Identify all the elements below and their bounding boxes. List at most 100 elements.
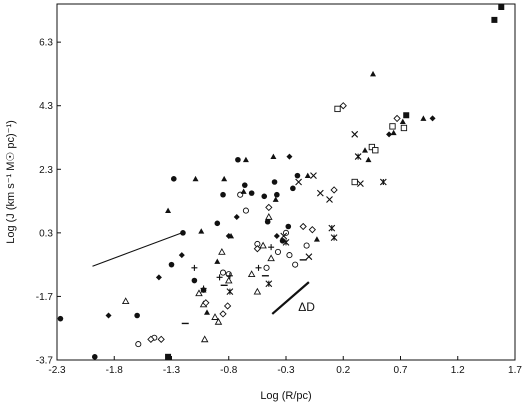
data-point-triangle-filled <box>272 196 279 202</box>
data-point-circle-filled <box>57 315 64 322</box>
x-tick-label: -0.8 <box>220 365 238 376</box>
data-point-circle-filled <box>264 218 271 225</box>
fit-segment <box>92 232 182 267</box>
data-point-triangle-filled <box>370 70 377 77</box>
delta-d-label: ΔD <box>298 300 315 314</box>
data-point-asterisk <box>265 280 273 288</box>
data-point-asterisk <box>354 153 362 160</box>
data-point-asterisk <box>379 178 387 186</box>
data-point-diamond-open <box>299 222 307 231</box>
data-point-circle-filled <box>294 172 301 179</box>
data-point-plus <box>216 274 223 281</box>
data-point-circle-filled <box>134 312 140 319</box>
data-point-asterisk <box>328 224 336 232</box>
data-point-cross-x <box>351 130 359 138</box>
data-point-triangle-filled <box>165 207 172 214</box>
data-point-circle-open <box>242 207 249 214</box>
data-point-triangle-open <box>259 241 267 249</box>
data-point-triangle-filled <box>221 175 228 182</box>
data-point-diamond-open <box>308 226 316 234</box>
x-tick-label: 1.7 <box>508 365 522 376</box>
data-point-triangle-filled <box>390 129 397 136</box>
data-point-cross-x <box>280 232 288 240</box>
data-point-circle-filled <box>180 230 186 236</box>
y-tick-label: 0.3 <box>39 228 53 239</box>
data-point-cross-x <box>316 189 324 197</box>
data-point-circle-filled <box>170 176 177 182</box>
data-point-triangle-filled <box>214 258 221 264</box>
data-point-triangle-open <box>265 213 273 220</box>
data-point-square-open <box>351 178 358 186</box>
data-point-diamond-filled <box>225 233 232 240</box>
data-point-square-open <box>400 124 408 132</box>
data-point-asterisk <box>330 234 338 242</box>
data-point-diamond-open <box>223 302 232 310</box>
data-point-circle-open <box>282 229 290 236</box>
y-tick-label: 6.3 <box>39 38 53 49</box>
data-point-triangle-open <box>195 289 203 297</box>
data-point-circle-filled <box>279 238 286 244</box>
y-axis-label: Log (J (km s⁻¹ M☉ pc)⁻¹) <box>5 120 17 244</box>
data-point-diamond-open <box>393 114 401 123</box>
data-point-triangle-filled <box>242 156 249 163</box>
x-tick-label: 0.2 <box>336 365 350 376</box>
data-point-triangle-filled <box>270 153 277 159</box>
data-point-square-filled <box>498 4 505 10</box>
data-point-diamond-filled <box>233 213 240 220</box>
data-point-cross-x <box>295 178 302 186</box>
data-point-circle-filled <box>191 277 198 284</box>
data-point-diamond-filled <box>429 115 436 122</box>
data-point-square-open <box>334 105 341 113</box>
data-point-diamond-open <box>330 186 338 194</box>
data-point-circle-filled <box>168 261 175 268</box>
data-point-circle-filled <box>271 179 278 185</box>
data-point-asterisk <box>282 239 290 246</box>
data-point-triangle-open <box>200 335 209 343</box>
data-point-triangle-open <box>247 270 256 278</box>
y-tick-label: -1.7 <box>36 292 54 303</box>
data-point-triangle-filled <box>313 236 320 242</box>
data-point-triangle-open <box>253 287 262 295</box>
data-point-circle-open <box>274 248 282 255</box>
data-point-circle-open <box>263 264 270 271</box>
data-point-diamond-open <box>202 299 210 307</box>
data-point-triangle-filled <box>240 188 247 194</box>
data-point-circle-filled <box>274 191 280 198</box>
x-axis-label: Log (R/pc) <box>260 390 311 402</box>
data-point-square-filled <box>165 353 172 360</box>
data-point-diamond-filled <box>178 252 185 259</box>
data-point-plus <box>200 285 207 292</box>
data-point-circle-open <box>135 341 142 348</box>
data-point-diamond-filled <box>105 312 112 319</box>
y-tick-label: 4.3 <box>39 101 53 112</box>
data-point-triangle-open <box>224 276 233 284</box>
x-tick-label: -1.3 <box>163 365 181 376</box>
data-point-diamond-filled <box>386 131 393 138</box>
data-point-circle-filled <box>220 191 226 198</box>
data-point-square-filled <box>491 16 498 23</box>
data-point-circle-filled <box>235 156 241 163</box>
data-point-circle-open <box>286 252 293 259</box>
y-tick-label: -3.7 <box>36 356 54 367</box>
data-point-diamond-open <box>265 203 273 212</box>
data-point-triangle-filled <box>198 228 205 234</box>
x-tick-label: -1.8 <box>106 365 124 376</box>
data-point-triangle-filled <box>304 172 311 179</box>
x-tick-label: 1.2 <box>451 365 465 376</box>
data-point-circle-filled <box>91 354 98 360</box>
data-point-diamond-open <box>157 335 165 343</box>
data-point-triangle-filled <box>399 118 406 125</box>
axis-ticks: -2.3 -1.8 -1.3 -0.8 -0.3 0.2 0.7 1.2 1.7 6.3 4.3 2.… <box>36 38 522 376</box>
data-point-diamond-filled <box>155 274 162 281</box>
data-point-triangle-open <box>267 254 275 262</box>
data-point-square-filled <box>403 112 410 119</box>
data-point-cross-x <box>310 172 317 180</box>
data-point-diamond-open <box>219 310 227 318</box>
data-point-triangle-filled <box>192 175 199 182</box>
data-point-circle-open <box>292 261 299 268</box>
data-point-plus <box>226 272 233 279</box>
data-point-plus <box>268 244 275 251</box>
data-marks <box>57 4 505 360</box>
data-point-triangle-filled <box>203 309 210 315</box>
data-point-circle-open <box>303 242 310 249</box>
